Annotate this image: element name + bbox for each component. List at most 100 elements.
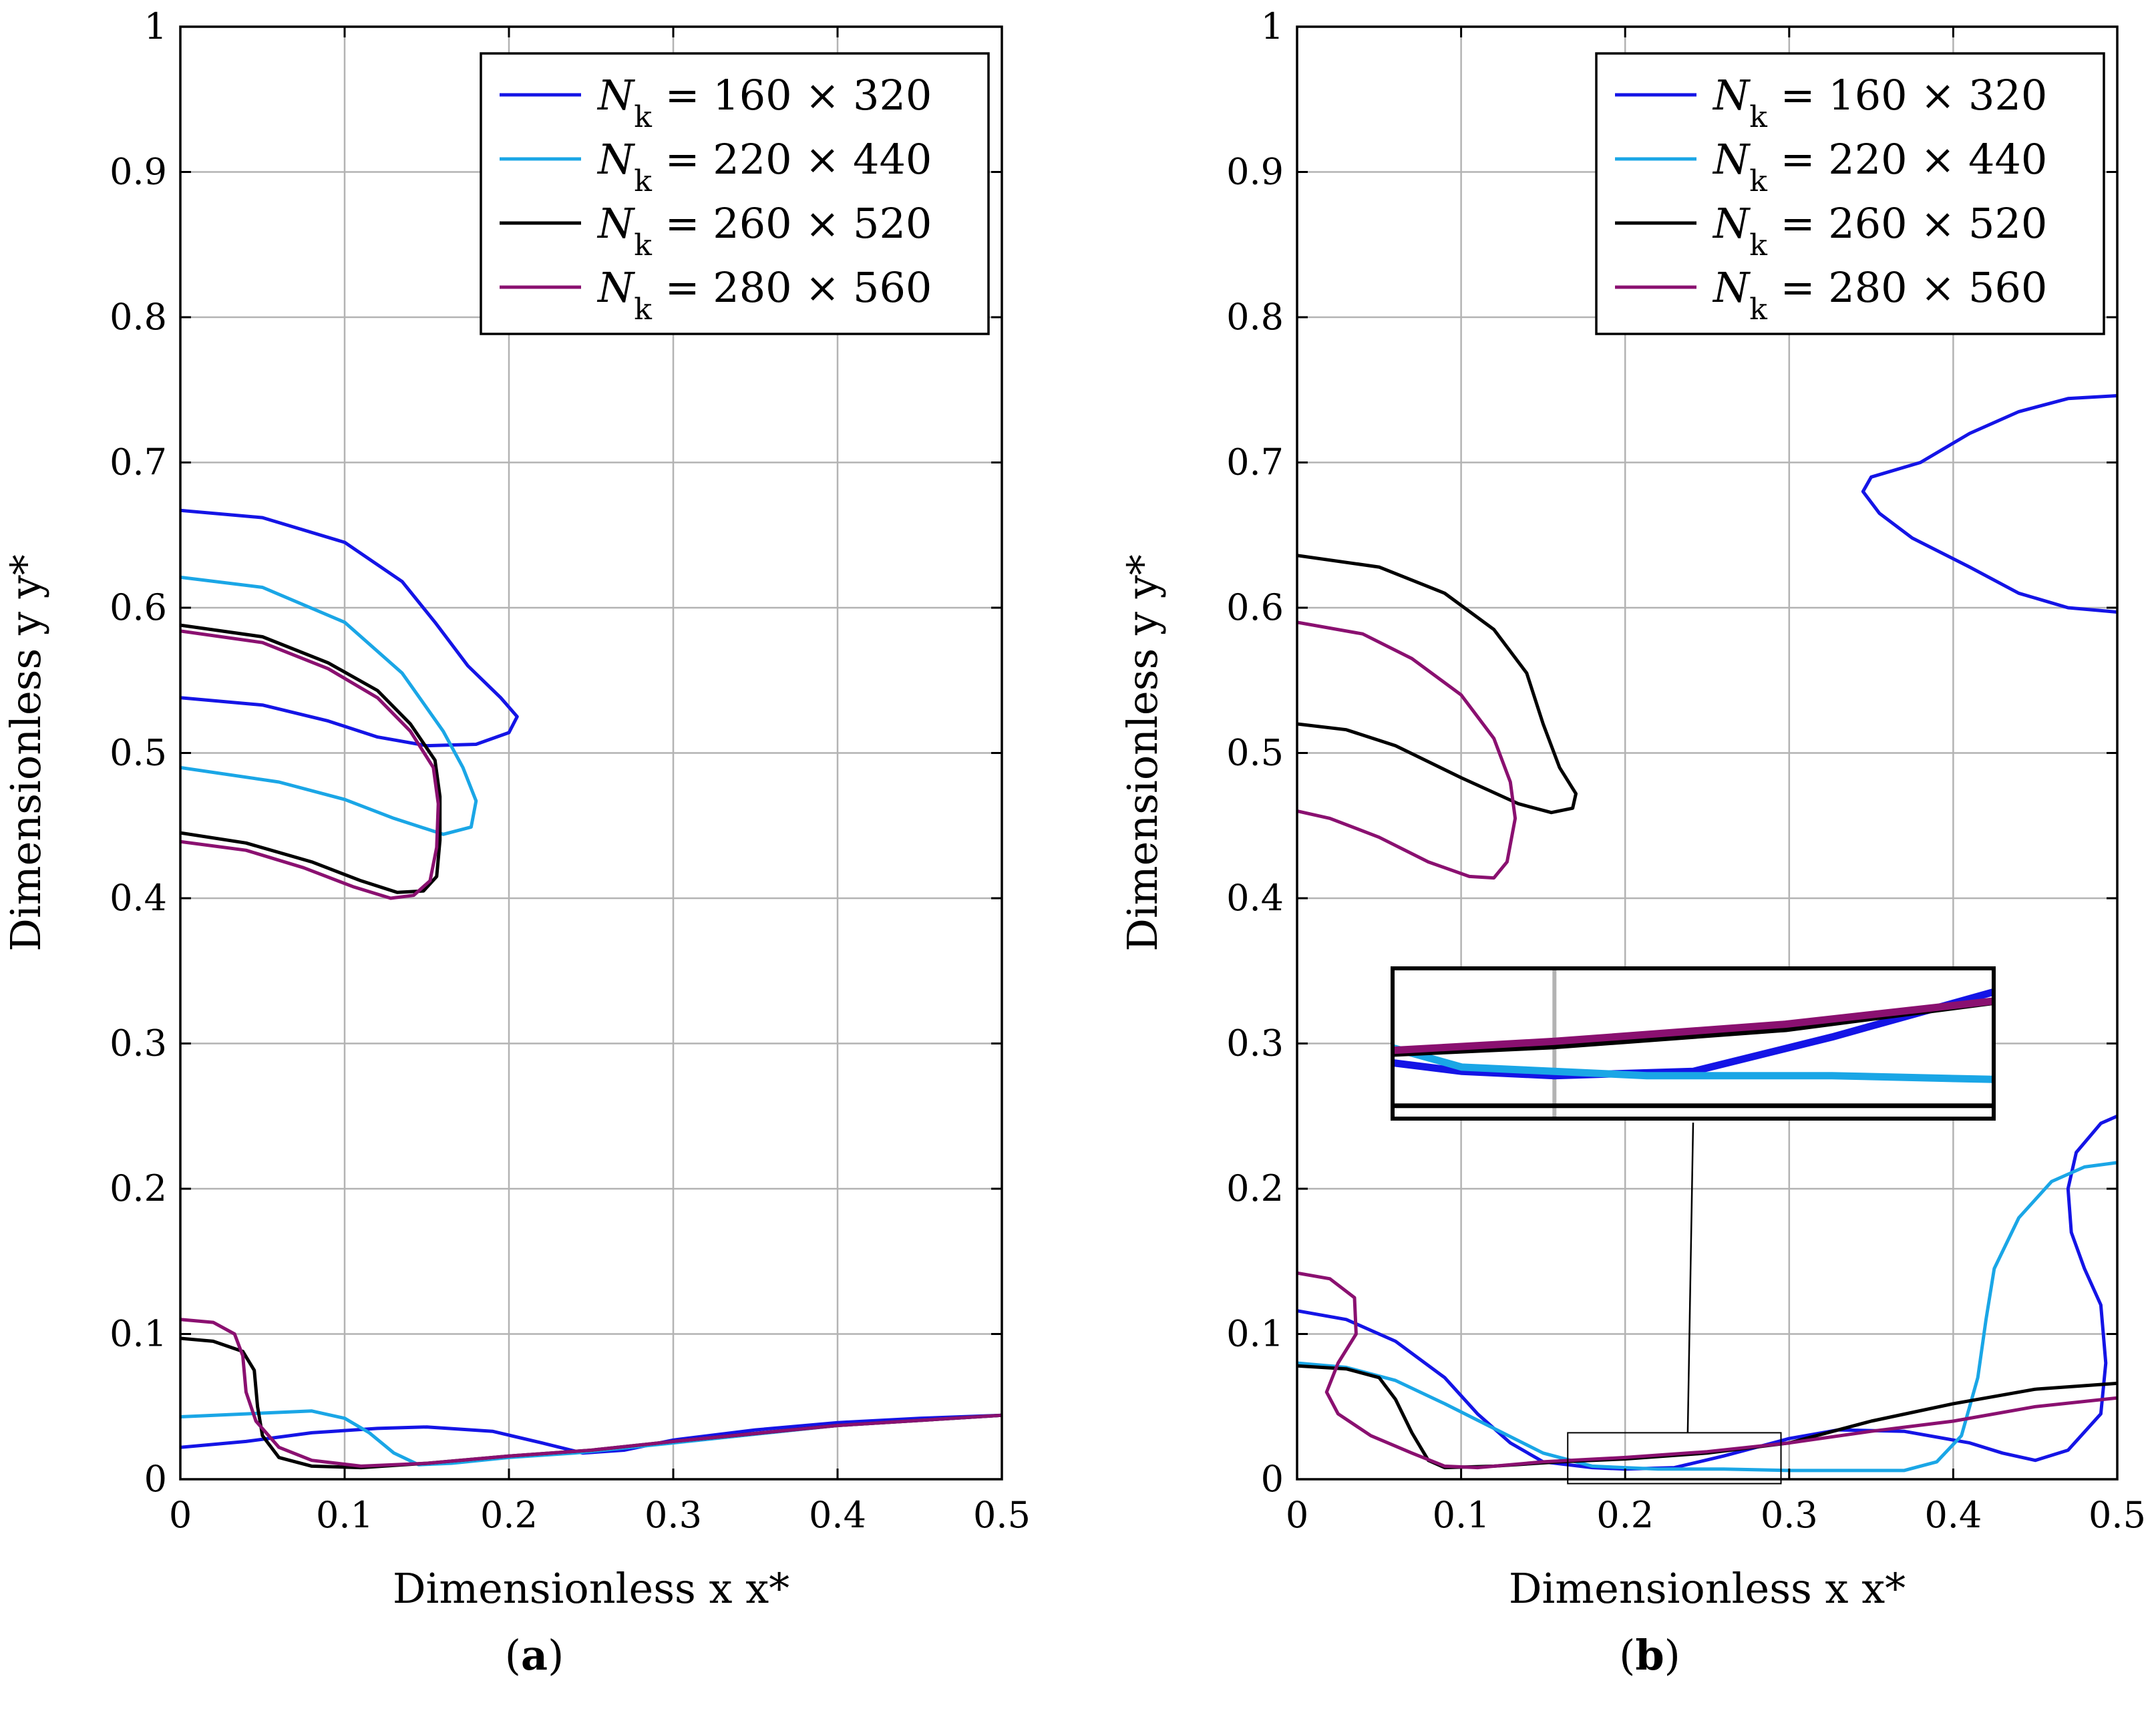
inset-plot xyxy=(1393,968,1994,1119)
x-tick-label: 0.5 xyxy=(973,1494,1031,1536)
y-tick-label: 0.6 xyxy=(1226,586,1284,628)
x-tick-label: 0.3 xyxy=(1761,1494,1818,1536)
legend-label: Nk = 260 × 520 xyxy=(596,199,932,262)
legend-subscript: k xyxy=(634,293,652,327)
x-tick-label: 0.2 xyxy=(480,1494,538,1536)
series-3-curve-1 xyxy=(1297,554,1578,815)
legend-label: Nk = 260 × 520 xyxy=(1712,199,2047,262)
legend-subscript: k xyxy=(1749,293,1767,327)
caption-letter: a xyxy=(521,1631,548,1680)
caption-paren: ( xyxy=(1619,1631,1635,1680)
zoom-connector xyxy=(1686,1122,1694,1433)
series-4-curve-1 xyxy=(1297,620,1517,880)
y-tick-label: 0.2 xyxy=(110,1167,167,1209)
panel-caption: (b) xyxy=(1619,1631,1680,1680)
series-group xyxy=(180,508,1002,1470)
legend-symbol: N xyxy=(1712,199,1751,248)
legend-subscript: k xyxy=(1749,164,1767,198)
legend-value: = 220 × 440 xyxy=(652,135,932,184)
y-tick-label: 0.6 xyxy=(110,586,167,628)
x-tick-label: 0.1 xyxy=(1433,1494,1490,1536)
inset-frame xyxy=(1391,966,1996,1121)
x-tick-label: 0.3 xyxy=(645,1494,702,1536)
y-tick-label: 0.5 xyxy=(110,732,167,774)
y-tick-label: 1 xyxy=(1261,5,1284,47)
y-tick-label: 1 xyxy=(144,5,167,47)
series-4-curve-1 xyxy=(180,629,440,900)
x-tick-label: 0.2 xyxy=(1596,1494,1654,1536)
series-2-curve-1 xyxy=(180,575,478,836)
zoom-region-box xyxy=(1567,1432,1782,1485)
x-axis-label: Dimensionless x x* xyxy=(393,1564,789,1613)
legend-label: Nk = 280 × 560 xyxy=(1712,263,2047,327)
legend-label: Nk = 220 × 440 xyxy=(596,135,932,198)
legend-subscript: k xyxy=(634,228,652,262)
x-tick-label: 0 xyxy=(1286,1494,1308,1536)
legend-value: = 260 × 520 xyxy=(1767,199,2047,248)
legend-symbol: N xyxy=(1712,71,1751,120)
y-tick-label: 0.4 xyxy=(1226,877,1284,919)
series-4-curve-2 xyxy=(1297,1271,2117,1470)
x-tick-label: 0.1 xyxy=(316,1494,373,1536)
legend-subscript: k xyxy=(1749,228,1767,262)
y-tick-label: 0.1 xyxy=(1226,1313,1284,1355)
y-tick-label: 0.3 xyxy=(110,1022,167,1065)
legend-symbol: N xyxy=(1712,135,1751,184)
series-2-curve-1 xyxy=(1297,1161,2117,1473)
caption-paren: ) xyxy=(548,1631,564,1680)
y-tick-label: 0.8 xyxy=(110,296,167,338)
y-axis-label: Dimensionless y y* xyxy=(1,554,50,951)
x-tick-label: 0.4 xyxy=(1924,1494,1982,1536)
legend-subscript: k xyxy=(634,164,652,198)
legend-symbol: N xyxy=(596,263,636,312)
series-3-curve-1 xyxy=(180,623,442,894)
legend-symbol: N xyxy=(596,135,636,184)
caption-paren: ) xyxy=(1664,1631,1680,1680)
legend-value: = 280 × 560 xyxy=(1767,263,2047,312)
legend-label: Nk = 220 × 440 xyxy=(1712,135,2047,198)
y-tick-label: 0.3 xyxy=(1226,1022,1284,1065)
y-tick-label: 0.7 xyxy=(1226,441,1284,484)
chart-panel-a: 0 0.1 0.2 0.3 0.4 0.5 0 0.1 0.2 0.3 0.4 0.5 0.6 0.7 0.… xyxy=(1,5,1031,1680)
x-axis-label: Dimensionless x x* xyxy=(1509,1564,1906,1613)
y-tick-label: 0.2 xyxy=(1226,1167,1284,1209)
series-1-curve-1 xyxy=(180,508,519,748)
series-1-curve-1 xyxy=(1861,394,2117,614)
legend-label: Nk = 280 × 560 xyxy=(596,263,932,327)
x-tick-label: 0 xyxy=(169,1494,192,1536)
y-axis-label: Dimensionless y y* xyxy=(1118,554,1167,951)
legend-label: Nk = 160 × 320 xyxy=(596,71,932,134)
y-tick-label: 0.8 xyxy=(1226,296,1284,338)
y-tick-label: 0 xyxy=(1261,1458,1284,1500)
legend-value: = 220 × 440 xyxy=(1767,135,2047,184)
legend-symbol: N xyxy=(596,71,636,120)
y-tick-label: 0.7 xyxy=(110,441,167,484)
series-group xyxy=(1297,394,2117,1473)
series-3-curve-2 xyxy=(180,1336,1002,1470)
y-tick-label: 0.1 xyxy=(110,1313,167,1355)
series-1-curve-2 xyxy=(1297,1114,2117,1471)
zoom-inset xyxy=(1391,966,1996,1485)
caption-paren: ( xyxy=(505,1631,521,1680)
y-tick-label: 0 xyxy=(144,1458,167,1500)
series-4-curve-2 xyxy=(180,1318,1002,1468)
legend-subscript: k xyxy=(1749,100,1767,134)
chart-panel-b: 0 0.1 0.2 0.3 0.4 0.5 0 0.1 0.2 0.3 0.4 0.5 0.6 0.7 0.… xyxy=(1118,5,2146,1680)
y-tick-label: 0.9 xyxy=(110,151,167,193)
caption-letter: b xyxy=(1635,1631,1664,1680)
y-tick-label: 0.4 xyxy=(110,877,167,919)
legend-value: = 260 × 520 xyxy=(652,199,932,248)
y-tick-label: 0.9 xyxy=(1226,151,1284,193)
legend-subscript: k xyxy=(634,100,652,134)
x-tick-label: 0.5 xyxy=(2089,1494,2146,1536)
y-tick-label: 0.5 xyxy=(1226,732,1284,774)
legend-symbol: N xyxy=(596,199,636,248)
legend-value: = 280 × 560 xyxy=(652,263,932,312)
legend-symbol: N xyxy=(1712,263,1751,312)
series-1-curve-2 xyxy=(180,1413,1002,1455)
legend-value: = 160 × 320 xyxy=(652,71,932,120)
legend-value: = 160 × 320 xyxy=(1767,71,2047,120)
